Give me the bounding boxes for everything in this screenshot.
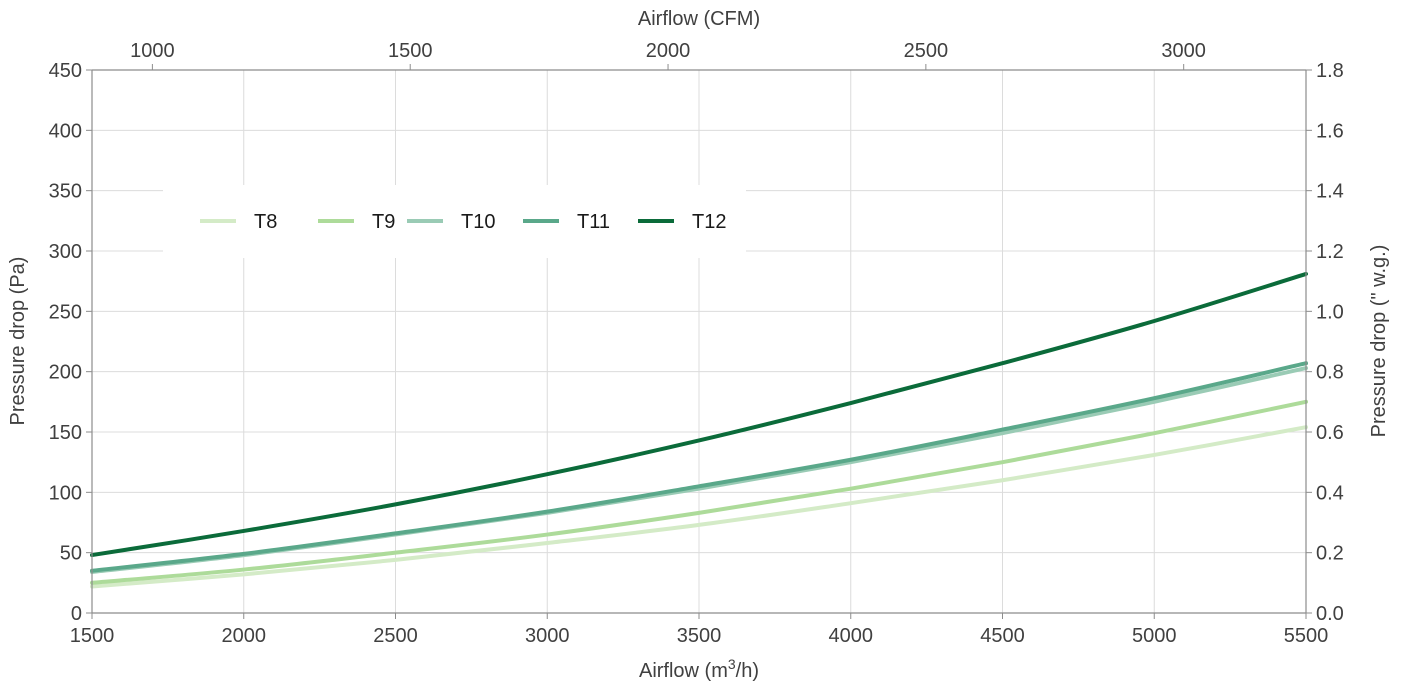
y-axis-title: Pressure drop (Pa)	[7, 257, 29, 426]
y2-tick-label-1.0: 1.0	[1316, 301, 1344, 323]
legend-label-t8: T8	[254, 211, 277, 233]
x-tick-label-1500: 1500	[70, 625, 115, 647]
series-line-t9	[90, 399, 1308, 585]
y-tick-label-50: 50	[60, 543, 82, 565]
x-tick-label-5500: 5500	[1284, 625, 1329, 647]
x-axis-title-tail: /h)	[736, 660, 759, 682]
y2-tick-label-1.2: 1.2	[1316, 241, 1344, 263]
x-axis-title: Airflow (m3/h)	[639, 656, 759, 682]
y2-tick-label-0.4: 0.4	[1316, 482, 1344, 504]
y2-tick-label-0.8: 0.8	[1316, 362, 1344, 384]
x-tick-label-3000: 3000	[525, 625, 570, 647]
y2-axis-title: Pressure drop (" w.g.)	[1368, 245, 1390, 438]
x2-tick-label-2500: 2500	[904, 40, 949, 62]
x-axis-title-sup: 3	[728, 656, 736, 672]
series-line-t12	[90, 271, 1308, 558]
x-tick-label-2000: 2000	[222, 625, 267, 647]
y2-tick-label-0.0: 0.0	[1316, 603, 1344, 625]
x2-tick-label-2000: 2000	[646, 40, 691, 62]
legend-label-t10: T10	[461, 211, 495, 233]
x-tick-label-2500: 2500	[373, 625, 418, 647]
x-tick-label-3500: 3500	[677, 625, 722, 647]
y-tick-label-350: 350	[49, 181, 82, 203]
x-axis-title-main: Airflow (m	[639, 660, 728, 682]
x-tick-label-4000: 4000	[829, 625, 874, 647]
y2-tick-label-1.4: 1.4	[1316, 181, 1344, 203]
series-lines	[90, 271, 1308, 589]
y-tick-label-0: 0	[71, 603, 82, 625]
series-line-t11	[90, 361, 1308, 573]
y2-tick-label-1.6: 1.6	[1316, 120, 1344, 142]
x-tick-label-4500: 4500	[980, 625, 1025, 647]
y-tick-label-250: 250	[49, 301, 82, 323]
axes	[86, 64, 1312, 619]
y-tick-label-100: 100	[49, 482, 82, 504]
x2-tick-label-3000: 3000	[1161, 40, 1206, 62]
y-tick-label-450: 450	[49, 60, 82, 82]
x2-tick-label-1500: 1500	[388, 40, 433, 62]
series-line-t8	[90, 425, 1308, 589]
legend-label-t11: T11	[577, 211, 610, 233]
tick-labels: 1500 2000 2500 3000 3500 4000 4500 5000 5500 0 50 1…	[49, 40, 1344, 647]
legend-label-t12: T12	[692, 211, 726, 233]
y-tick-label-400: 400	[49, 120, 82, 142]
x2-axis-title: Airflow (CFM)	[638, 8, 760, 30]
x2-tick-label-1000: 1000	[130, 40, 175, 62]
y2-tick-label-0.6: 0.6	[1316, 422, 1344, 444]
y2-tick-label-1.8: 1.8	[1316, 60, 1344, 82]
x-tick-label-5000: 5000	[1132, 625, 1177, 647]
legend: T8 T9 T10 T11 T12	[163, 185, 746, 258]
y2-tick-label-0.2: 0.2	[1316, 543, 1344, 565]
grid-lines	[91, 69, 1307, 614]
y-tick-label-200: 200	[49, 362, 82, 384]
legend-label-t9: T9	[372, 211, 395, 233]
y-tick-label-150: 150	[49, 422, 82, 444]
y-tick-label-300: 300	[49, 241, 82, 263]
